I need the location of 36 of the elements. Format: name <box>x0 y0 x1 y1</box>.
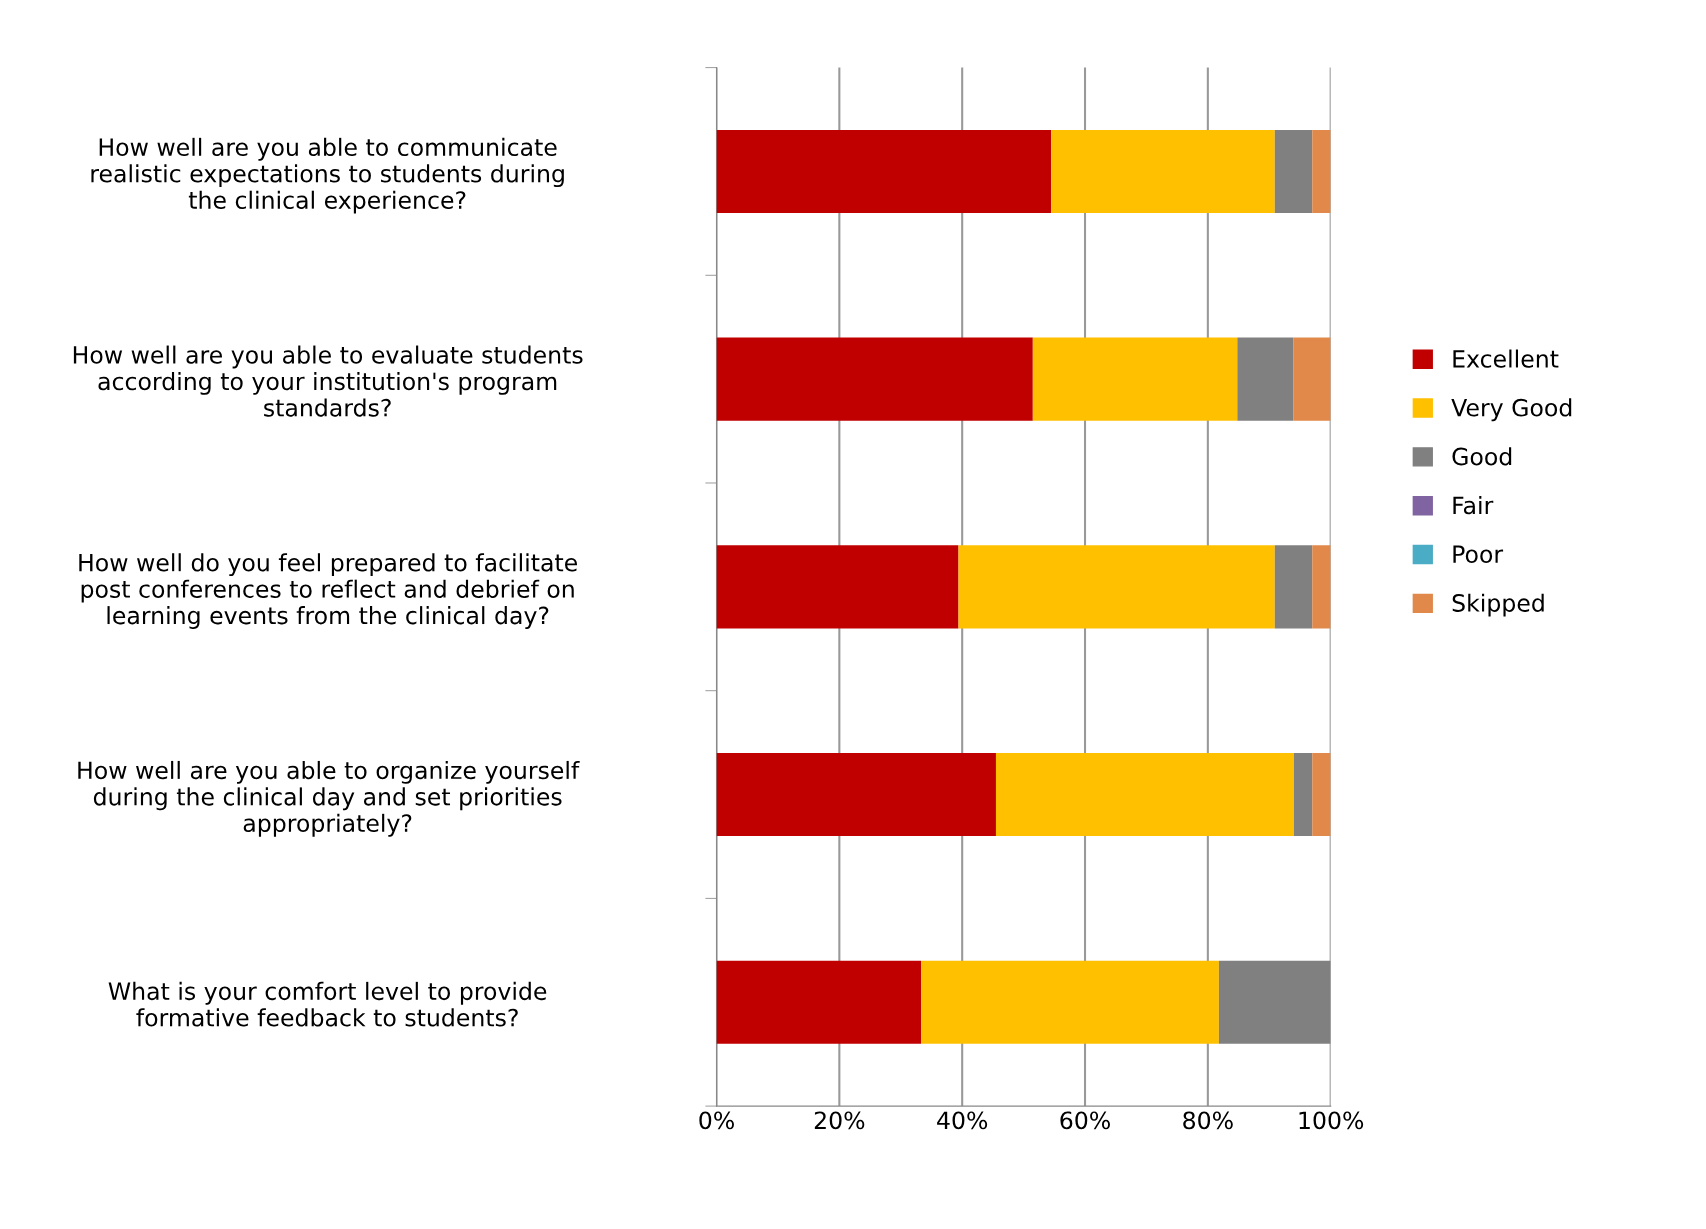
legend-label: Good <box>1452 447 1512 466</box>
bar <box>1312 129 1331 213</box>
bar <box>716 129 1052 213</box>
x-tick-label: 80% <box>1183 1111 1233 1130</box>
x-tick-label: 100% <box>1299 1111 1364 1130</box>
bar <box>958 545 1275 629</box>
legend-label: Skipped <box>1452 593 1544 617</box>
bar <box>1032 337 1238 421</box>
bar <box>1293 753 1313 837</box>
bar <box>716 960 922 1044</box>
bar <box>716 545 959 629</box>
y-tick-label: What is your comfort level to provide formative feedback to students? <box>108 981 547 1027</box>
bar <box>1312 753 1331 837</box>
x-tick-label: 0% <box>699 1111 734 1130</box>
bar <box>716 753 996 837</box>
y-tick-label: How well are you able to organize yourself during the clinical day and set priorities appropriately? <box>78 760 580 837</box>
bar <box>1293 337 1331 421</box>
legend-label: Poor <box>1453 545 1504 564</box>
legend-label: Very Good <box>1451 398 1572 422</box>
legend-label: Fair <box>1453 495 1494 515</box>
bar <box>1274 129 1313 213</box>
y-tick-label: How well are you able to communicate realistic expectations to students during the clinical experience? <box>91 137 564 214</box>
bar <box>921 960 1219 1044</box>
bar <box>1237 337 1294 421</box>
y-tick-label: How well are you able to evaluate students according to your institution's program standards? <box>73 345 583 417</box>
x-tick-label: 40% <box>937 1111 988 1130</box>
x-tick-label: 60% <box>1060 1111 1110 1130</box>
bar <box>1274 545 1313 629</box>
bar <box>1312 545 1331 629</box>
y-tick-label: How well do you feel prepared to facilitate post conferences to reflect and debrief on learning events from the clinical day? <box>79 553 577 629</box>
legend-label: Excellent <box>1453 349 1559 368</box>
x-tick-label: 20% <box>814 1111 865 1130</box>
bar <box>1218 960 1331 1044</box>
bar <box>1051 129 1275 213</box>
bar <box>995 753 1294 837</box>
bar <box>716 337 1033 421</box>
